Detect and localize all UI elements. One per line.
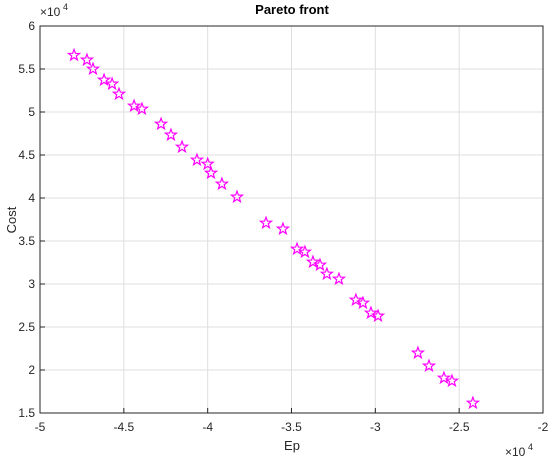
x-tick-label: -3 (370, 420, 381, 434)
y-scale-exponent: 4 (63, 2, 68, 12)
point (289, 241, 305, 256)
point (79, 52, 95, 67)
point (174, 139, 190, 154)
point (104, 76, 120, 91)
point (465, 395, 481, 410)
y-tick-label: 3.5 (18, 234, 35, 248)
y-tick-label: 3 (28, 277, 35, 291)
point (312, 257, 328, 272)
point (153, 116, 169, 131)
y-scale-base: ×10 (40, 5, 61, 19)
point (66, 47, 82, 62)
y-tick-label: 2 (28, 363, 35, 377)
point (355, 295, 371, 310)
point (331, 271, 347, 286)
y-tick-label: 5.5 (18, 62, 35, 76)
point (126, 98, 142, 113)
x-tick-label: -3.5 (281, 420, 302, 434)
point (258, 215, 274, 230)
point (319, 266, 335, 281)
x-tick-label: -2 (538, 420, 549, 434)
point (85, 61, 101, 76)
axes-box (39, 25, 544, 414)
point (134, 101, 150, 116)
point (297, 244, 313, 259)
x-scale-base: ×10 (505, 445, 526, 459)
point (370, 308, 386, 323)
y-tick-label: 1.5 (18, 406, 35, 420)
point (436, 370, 452, 385)
x-tick-label: -4 (202, 420, 213, 434)
point (163, 127, 179, 142)
x-tick-label: -2.5 (449, 420, 470, 434)
point (348, 292, 364, 307)
point (111, 86, 127, 101)
point (275, 221, 291, 236)
x-scale-exponent: 4 (528, 442, 533, 452)
point (200, 156, 215, 171)
point (410, 345, 426, 360)
point (363, 305, 379, 320)
point (214, 176, 230, 191)
point (203, 165, 219, 180)
y-tick-label: 5 (28, 105, 35, 119)
point (305, 254, 321, 269)
x-axis-label: Ep (284, 438, 300, 453)
y-axis-label: Cost (4, 206, 19, 233)
point (189, 152, 205, 167)
y-tick-label: 4 (28, 191, 35, 205)
y-tick-label: 6 (28, 19, 35, 33)
chart-title: Pareto front (255, 2, 329, 17)
x-tick-label: -5 (35, 420, 46, 434)
point (421, 358, 437, 373)
point (444, 373, 460, 388)
point (229, 189, 245, 204)
y-tick-label: 4.5 (18, 148, 35, 162)
x-tick-label: -4.5 (113, 420, 134, 434)
point (96, 72, 112, 87)
y-tick-label: 2.5 (18, 320, 35, 334)
